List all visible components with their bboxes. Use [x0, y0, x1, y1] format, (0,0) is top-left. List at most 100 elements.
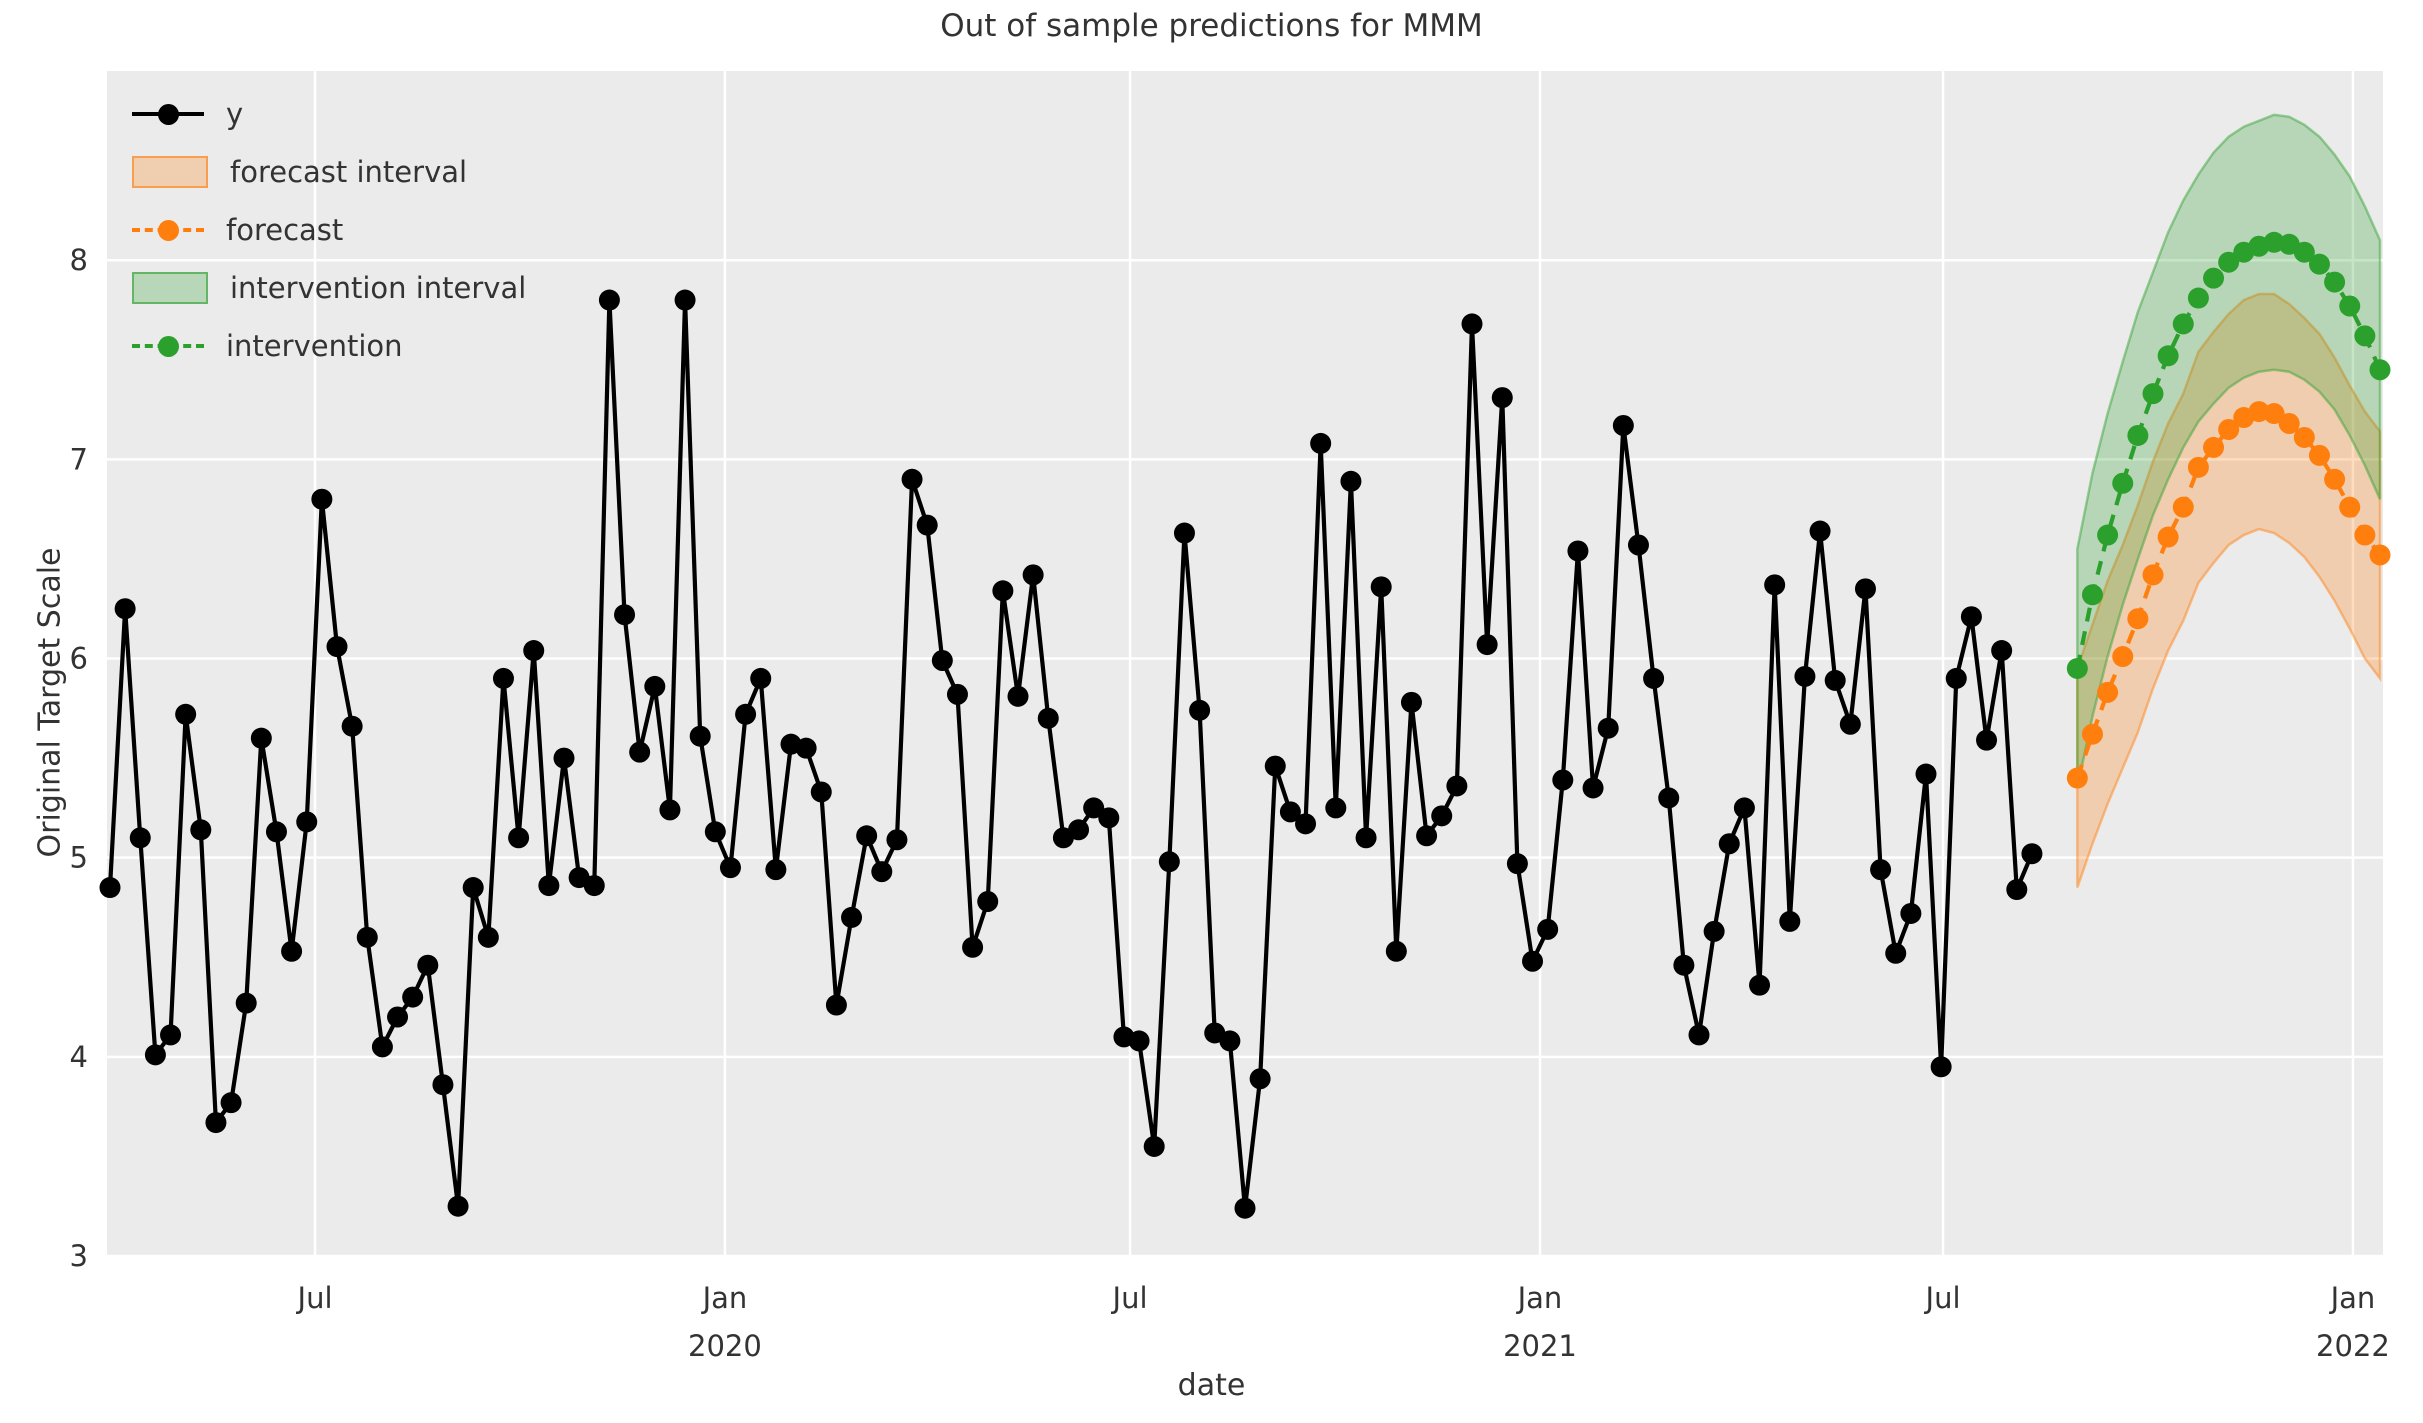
chart-title: Out of sample predictions for MMM	[940, 8, 1483, 44]
y-tick-label: 6	[70, 642, 88, 676]
x-tick-label: Jan	[701, 1281, 748, 1315]
y-marker	[1234, 1197, 1256, 1219]
line-swatch-icon	[132, 332, 204, 360]
intervention-marker	[2324, 271, 2346, 293]
intervention-marker	[2157, 345, 2179, 367]
y-marker	[1219, 1030, 1241, 1052]
intervention-marker	[2339, 295, 2361, 317]
y-marker	[1809, 520, 1831, 542]
y-marker	[1915, 763, 1937, 785]
y-marker	[977, 890, 999, 912]
intervention-marker	[2066, 657, 2088, 679]
y-marker	[356, 926, 378, 948]
intervention-marker	[2112, 472, 2134, 494]
y-marker	[1597, 717, 1619, 739]
y-marker	[1522, 950, 1544, 972]
legend-label: intervention	[226, 329, 403, 363]
y-marker	[1173, 522, 1195, 544]
y-marker	[841, 906, 863, 928]
y-marker	[1794, 665, 1816, 687]
forecast-marker	[2172, 496, 2194, 518]
line-swatch-icon	[132, 216, 204, 244]
y-marker	[250, 727, 272, 749]
y-marker	[2006, 879, 2028, 901]
y-marker	[1991, 640, 2013, 662]
y-marker	[387, 1006, 409, 1028]
y-marker	[1552, 769, 1574, 791]
y-marker	[1279, 801, 1301, 823]
y-marker	[417, 954, 439, 976]
y-marker	[644, 675, 666, 697]
y-marker	[735, 703, 757, 725]
y-tick-label: 7	[70, 442, 88, 476]
y-marker	[629, 741, 651, 763]
y-marker	[1749, 974, 1771, 996]
patch-swatch-icon	[132, 156, 208, 188]
y-marker	[1370, 576, 1392, 598]
legend-label: intervention interval	[230, 271, 527, 305]
forecast-marker	[2369, 544, 2391, 566]
y-tick-label: 5	[70, 841, 88, 875]
y-marker	[1461, 313, 1483, 335]
legend-label: forecast	[226, 213, 344, 247]
y-marker	[1764, 574, 1786, 596]
y-marker	[1098, 807, 1120, 829]
y-marker	[1416, 825, 1438, 847]
y-marker	[810, 781, 832, 803]
y-marker	[704, 821, 726, 843]
y-marker	[1658, 787, 1680, 809]
legend-label: forecast interval	[230, 155, 468, 189]
x-tick-label: Jul	[296, 1281, 333, 1315]
y-marker	[659, 799, 681, 821]
y-marker	[901, 468, 923, 490]
y-marker	[402, 986, 424, 1008]
x-axis-label: date	[1177, 1368, 1246, 1403]
y-marker	[1340, 470, 1362, 492]
intervention-marker	[2127, 424, 2149, 446]
forecast-marker	[2308, 444, 2330, 466]
y-marker	[144, 1044, 166, 1066]
intervention-marker	[2187, 287, 2209, 309]
y-marker	[1960, 606, 1982, 628]
legend-item-forecast: forecast	[132, 208, 526, 252]
y-marker	[538, 875, 560, 897]
y-marker	[1431, 805, 1453, 827]
y-marker	[220, 1092, 242, 1114]
y-marker	[1779, 910, 1801, 932]
intervention-marker	[2354, 325, 2376, 347]
intervention-marker	[2293, 241, 2315, 263]
x-tick-year-label: 2022	[2316, 1329, 2390, 1363]
y-tick-label: 8	[70, 243, 88, 277]
legend-item-intervention-interval: intervention interval	[132, 266, 526, 310]
y-marker	[1249, 1068, 1271, 1090]
y-marker	[614, 604, 636, 626]
intervention-marker	[2097, 524, 2119, 546]
y-marker	[99, 877, 121, 899]
y-marker	[1718, 833, 1740, 855]
y-marker	[341, 715, 363, 737]
y-marker	[1839, 713, 1861, 735]
y-marker	[1325, 797, 1347, 819]
y-marker	[477, 926, 499, 948]
y-marker	[1976, 729, 1998, 751]
intervention-interval-band	[2076, 113, 2382, 789]
forecast-marker	[2097, 681, 2119, 703]
y-marker	[1476, 634, 1498, 656]
y-marker	[886, 829, 908, 851]
y-marker	[326, 636, 348, 658]
y-marker	[674, 289, 696, 311]
y-marker	[598, 289, 620, 311]
y-marker	[1673, 954, 1695, 976]
y-marker	[1295, 813, 1317, 835]
patch-swatch-icon	[132, 272, 208, 304]
y-marker	[523, 640, 545, 662]
forecast-marker	[2324, 468, 2346, 490]
y-marker	[1506, 853, 1528, 875]
y-marker	[1733, 797, 1755, 819]
y-marker	[1491, 387, 1513, 409]
y-marker	[1688, 1024, 1710, 1046]
legend-label: y	[226, 97, 244, 131]
y-marker	[175, 703, 197, 725]
y-marker	[265, 821, 287, 843]
y-marker	[1310, 432, 1332, 454]
